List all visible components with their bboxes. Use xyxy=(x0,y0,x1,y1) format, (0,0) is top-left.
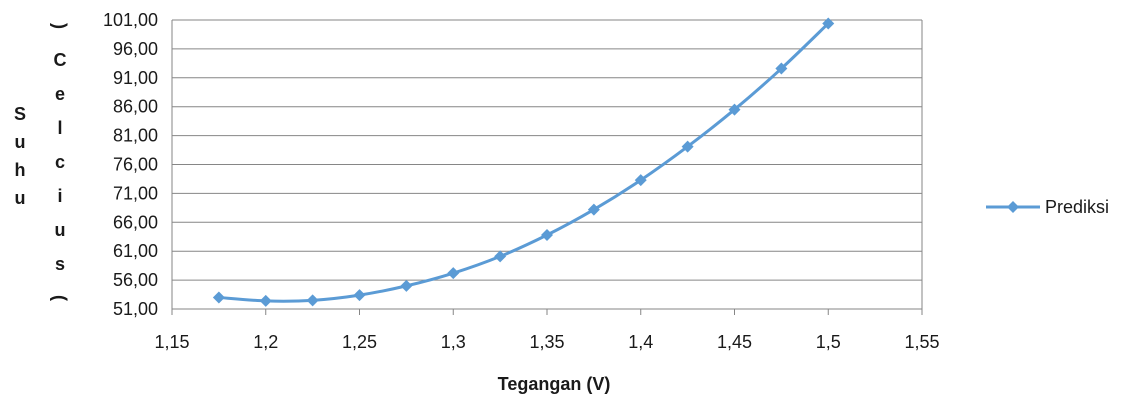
y-tick-label: 86,00 xyxy=(113,97,158,117)
y-tick-label: 96,00 xyxy=(113,39,158,59)
y-tick-label: 71,00 xyxy=(113,183,158,203)
gridlines xyxy=(171,19,923,315)
y-axis-unit-char: e xyxy=(55,84,65,104)
y-tick-label: 51,00 xyxy=(113,299,158,319)
data-point-marker xyxy=(212,291,225,304)
data-point-marker xyxy=(587,203,600,216)
y-axis-title-char: u xyxy=(15,132,26,152)
data-point-marker xyxy=(447,267,460,280)
data-point-marker xyxy=(822,17,835,30)
data-point-marker xyxy=(353,289,366,302)
data-point-marker xyxy=(494,250,507,263)
series-layer xyxy=(212,17,835,307)
x-axis-title: Tegangan (V) xyxy=(498,374,611,394)
y-tick-labels: 51,00 56,00 61,00 66,00 71,00 76,00 81,00 86,00… xyxy=(103,10,158,319)
x-tick-label: 1,4 xyxy=(628,332,653,352)
y-tick-label: 91,00 xyxy=(113,68,158,88)
data-point-marker xyxy=(775,62,788,75)
y-tick-label: 66,00 xyxy=(113,212,158,232)
data-point-marker xyxy=(728,103,741,116)
x-tick-label: 1,55 xyxy=(904,332,939,352)
x-tick-label: 1,5 xyxy=(816,332,841,352)
data-point-marker xyxy=(259,294,272,307)
y-tick-label: 56,00 xyxy=(113,270,158,290)
y-axis-unit-char: u xyxy=(55,220,66,240)
data-point-marker xyxy=(306,294,319,307)
y-axis-unit-char: ) xyxy=(50,23,70,29)
x-tick-label: 1,2 xyxy=(253,332,278,352)
x-tick-label: 1,15 xyxy=(154,332,189,352)
y-axis-unit-char: ( xyxy=(50,295,70,301)
y-axis-title-char: h xyxy=(15,160,26,180)
y-axis-unit-char: s xyxy=(55,254,65,274)
y-axis-title-char: S xyxy=(14,104,26,124)
y-axis-unit-char: c xyxy=(55,152,65,172)
x-tick-label: 1,45 xyxy=(717,332,752,352)
data-point-marker xyxy=(681,140,694,153)
x-tick-label: 1,25 xyxy=(342,332,377,352)
y-axis-title-char: u xyxy=(15,188,26,208)
x-tick-label: 1,3 xyxy=(441,332,466,352)
legend: Prediksi xyxy=(986,197,1109,217)
data-point-marker xyxy=(634,174,647,187)
y-tick-label: 81,00 xyxy=(113,126,158,146)
data-point-marker xyxy=(400,279,413,292)
x-tick-labels: 1,15 1,2 1,25 1,3 1,35 1,4 1,45 1,5 1,55 xyxy=(154,332,939,352)
data-point-marker xyxy=(541,229,553,242)
legend-label: Prediksi xyxy=(1045,197,1109,217)
y-tick-label: 76,00 xyxy=(113,155,158,175)
y-tick-label: 101,00 xyxy=(103,10,158,30)
y-axis-unit-char: C xyxy=(54,50,67,70)
y-axis-unit-char: l xyxy=(57,118,62,138)
y-tick-label: 61,00 xyxy=(113,241,158,261)
x-tick-label: 1,35 xyxy=(529,332,564,352)
y-axis-unit-char: i xyxy=(57,186,62,206)
legend-swatch-marker xyxy=(1007,201,1019,213)
series-line xyxy=(218,22,830,303)
